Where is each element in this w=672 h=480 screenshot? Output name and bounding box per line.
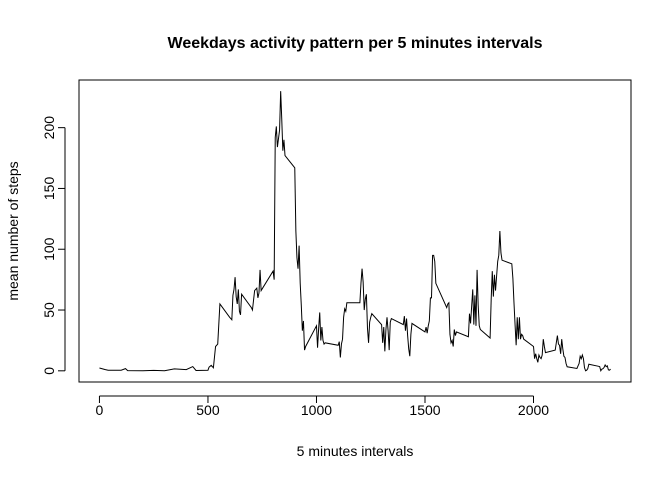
y-axis-label: mean number of steps bbox=[5, 161, 21, 300]
y-tick-label: 0 bbox=[41, 367, 57, 375]
y-tick-label: 50 bbox=[41, 302, 57, 318]
x-tick-label: 500 bbox=[196, 402, 220, 418]
y-tick-label: 150 bbox=[41, 177, 57, 201]
x-tick-label: 1000 bbox=[301, 402, 332, 418]
x-tick-label: 2000 bbox=[518, 402, 549, 418]
chart-title: Weekdays activity pattern per 5 minutes … bbox=[168, 35, 543, 52]
x-tick-label: 0 bbox=[96, 402, 104, 418]
plot-box bbox=[78, 79, 632, 383]
x-axis-label: 5 minutes intervals bbox=[297, 443, 414, 459]
y-tick-label: 200 bbox=[41, 116, 57, 140]
data-line bbox=[99, 91, 611, 373]
x-tick-label: 1500 bbox=[409, 402, 440, 418]
y-tick-label: 100 bbox=[41, 237, 57, 261]
